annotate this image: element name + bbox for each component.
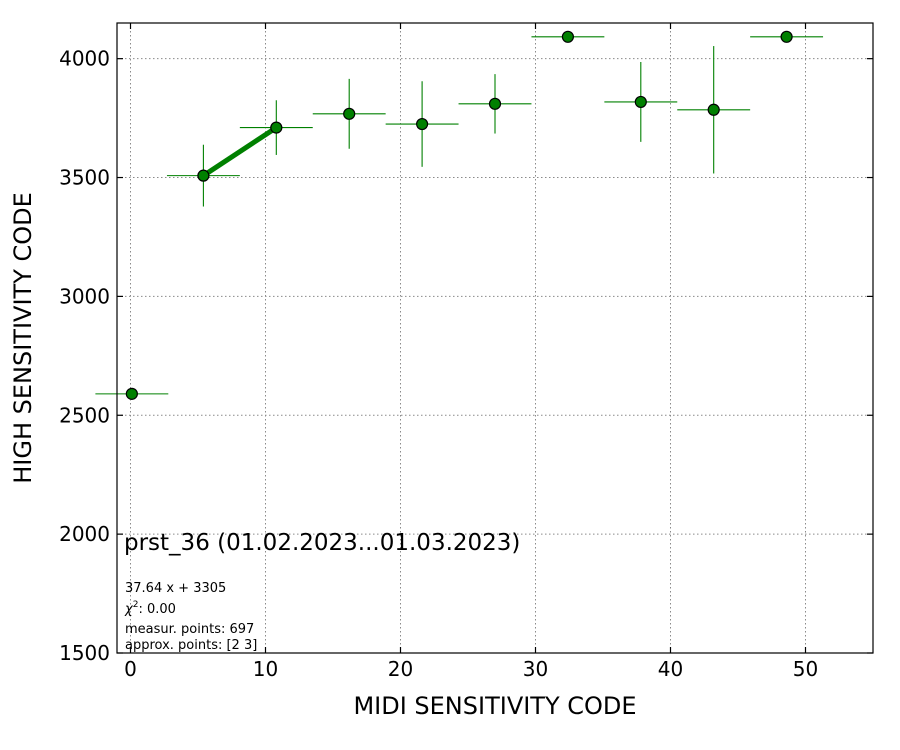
data-point-group — [458, 74, 532, 134]
x-tick-label: 20 — [388, 657, 413, 681]
y-tick-label: 3500 — [59, 166, 110, 190]
data-point — [780, 30, 793, 43]
annotation-title: prst_36 (01.02.2023...01.03.2023) — [124, 530, 520, 556]
x-axis-label: MIDI SENSITIVITY CODE — [353, 692, 636, 720]
data-point-group — [95, 387, 169, 400]
y-tick-label: 3000 — [59, 284, 110, 308]
fit-line-group — [202, 125, 278, 178]
data-point — [125, 387, 138, 400]
data-point-group — [604, 61, 678, 142]
axis-ticks: 0 10 20 30 40 50 1500 2000 2500 3000 3500 4000 — [59, 23, 873, 681]
data-point-group — [385, 81, 459, 167]
data-point — [270, 121, 283, 134]
data-point — [197, 169, 210, 182]
data-point-group — [312, 78, 386, 149]
fit-line — [202, 125, 278, 178]
y-tick-label: 2000 — [59, 522, 110, 546]
annotation-chi-square: χ2: 0.00 — [124, 600, 176, 617]
y-axis-label: HIGH SENSITIVITY CODE — [9, 192, 37, 484]
data-point — [488, 97, 502, 110]
x-tick-label: 10 — [253, 657, 278, 681]
annotation-equation: 37.64 x + 3305 — [125, 581, 226, 596]
chi-value: : 0.00 — [138, 602, 175, 617]
y-tick-label: 4000 — [59, 47, 110, 71]
data-point-group — [750, 30, 824, 43]
data-point-group — [166, 144, 240, 207]
data-point-group — [677, 46, 751, 174]
data-point — [561, 30, 575, 43]
data-point — [707, 103, 720, 116]
data-point-group — [531, 30, 605, 43]
chi-symbol: χ — [124, 602, 134, 617]
x-tick-label: 40 — [658, 657, 683, 681]
plot-frame — [116, 22, 874, 654]
annotation-approx-points: approx. points: [2 3] — [125, 638, 257, 653]
annotation-measur-points: measur. points: 697 — [125, 622, 254, 637]
y-tick-label: 1500 — [59, 641, 110, 665]
x-tick-label: 0 — [124, 657, 137, 681]
data-points — [95, 30, 824, 400]
x-tick-label: 30 — [523, 657, 548, 681]
data-point — [343, 107, 356, 120]
chi-superscript: 2 — [133, 600, 139, 610]
data-point-group — [239, 100, 313, 155]
y-tick-label: 2500 — [59, 403, 110, 427]
data-point — [416, 117, 429, 131]
x-tick-label: 50 — [793, 657, 818, 681]
data-point — [634, 95, 647, 109]
